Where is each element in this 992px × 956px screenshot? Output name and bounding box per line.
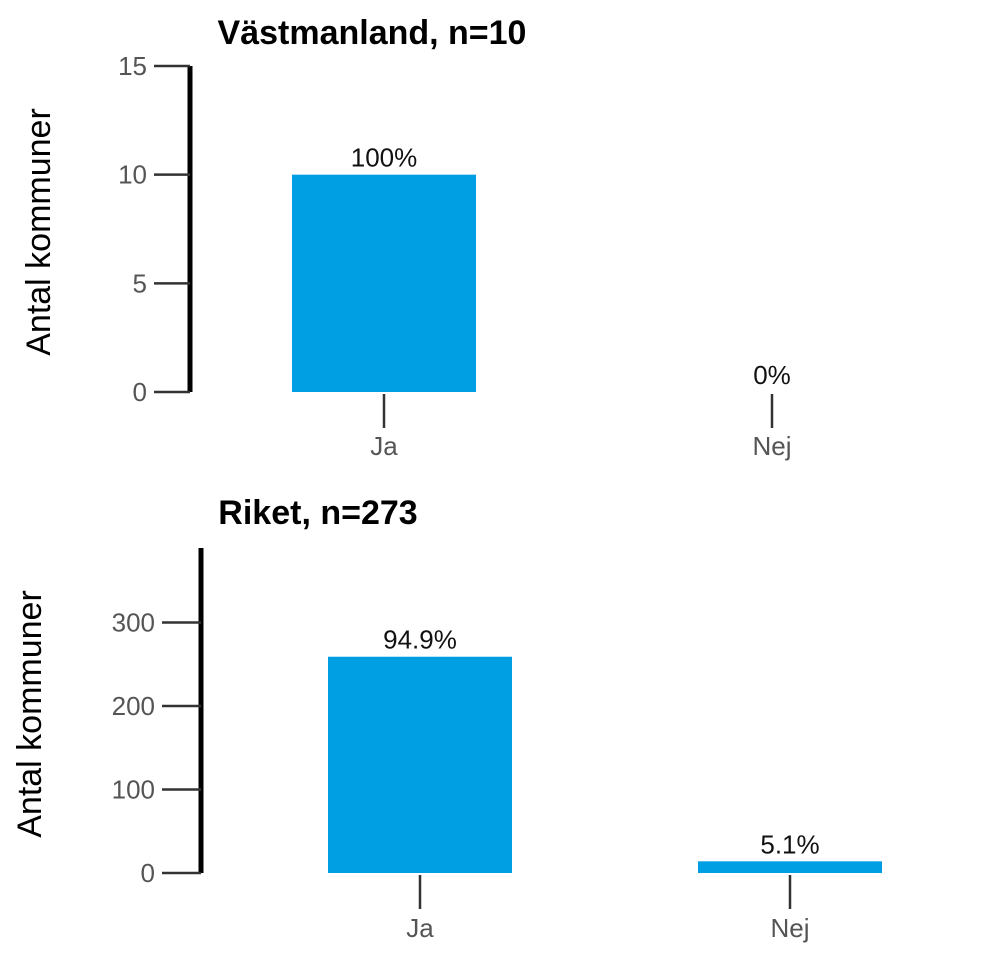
y-tick-label: 300 <box>112 608 155 638</box>
y-tick-label: 0 <box>141 858 155 888</box>
x-tick-label: Nej <box>770 913 809 943</box>
data-label: 0% <box>753 360 791 390</box>
bar-ja <box>328 656 512 873</box>
data-label: 94.9% <box>383 625 457 655</box>
chart-panel-vastmanland: Västmanland, n=10 Antal kommuner 0 5 10 15 1… <box>20 14 792 461</box>
chart-marks: 0 100 200 300 94.9% Ja 5.1% Nej <box>112 548 882 943</box>
y-tick-label: 200 <box>112 691 155 721</box>
data-label: 5.1% <box>760 829 819 859</box>
chart-panel-riket: Riket, n=273 Antal kommuner 0 100 200 300 94… <box>11 494 882 943</box>
bar-ja <box>292 174 476 392</box>
y-tick-label: 10 <box>118 160 147 190</box>
y-tick-label: 0 <box>133 377 147 407</box>
data-label: 100% <box>351 143 418 173</box>
chart-marks: 0 5 10 15 100% Ja 0% Nej <box>118 51 791 461</box>
y-tick-label: 15 <box>118 51 147 81</box>
x-tick-label: Ja <box>370 431 398 461</box>
x-tick-label: Nej <box>752 431 791 461</box>
y-tick-label: 5 <box>133 268 147 298</box>
chart-title: Västmanland, n=10 <box>218 14 527 52</box>
x-tick-label: Ja <box>406 913 434 943</box>
chart-title: Riket, n=273 <box>218 494 417 532</box>
y-axis-label: Antal kommuner <box>20 108 58 356</box>
y-axis-label: Antal kommuner <box>11 590 49 838</box>
bar-nej <box>698 861 882 873</box>
y-tick-label: 100 <box>112 775 155 805</box>
